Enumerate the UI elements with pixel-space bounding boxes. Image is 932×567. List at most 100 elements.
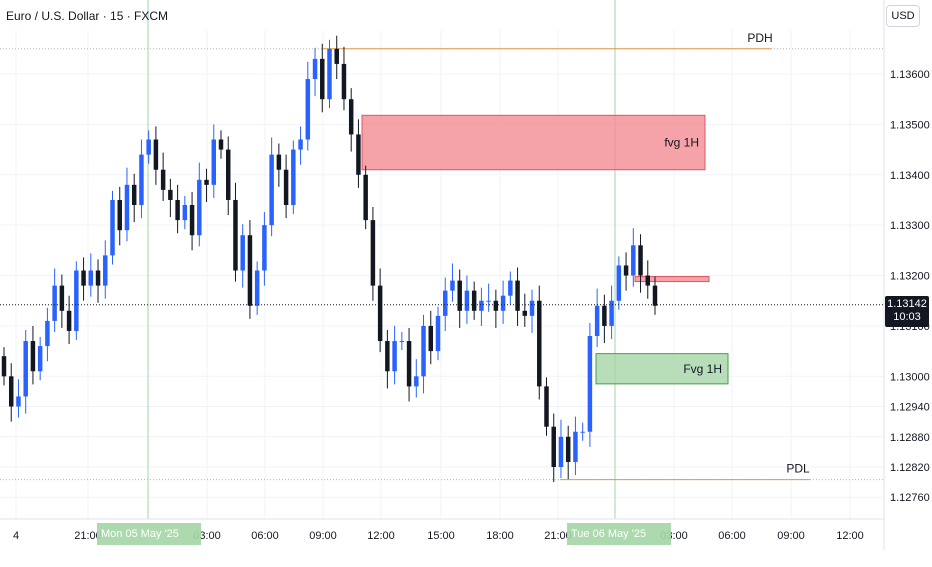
candle-body [442,290,448,316]
candle-body [631,245,636,276]
candle-body [428,325,434,352]
price-tick-label: 1.12940 [890,402,930,414]
fvg-zone-bearish[interactable] [634,276,710,283]
candle-body [385,341,390,372]
time-tick-label: 06:00 [718,530,746,542]
candle-body [587,336,593,432]
candle-body [486,300,491,302]
candle-body [522,310,528,316]
candle-body [276,154,282,170]
candle-body [45,320,50,347]
time-tick-label: 18:00 [486,530,514,542]
candle-body [508,280,513,296]
time-tick-label: 4 [13,530,19,542]
candles [1,35,658,483]
time-tick-label: 15:00 [427,530,455,542]
pdh-label: PDH [747,31,772,45]
candle-body [602,305,607,326]
time-tick-label: 06:00 [251,530,279,542]
symbol-title: Euro / U.S. Dollar · 15 · FXCM [6,9,169,23]
candle-body [471,290,477,311]
chart-grid [0,30,884,519]
candle-body [218,139,224,150]
candle-body [392,341,397,372]
price-tick-label: 1.12760 [890,492,930,504]
candle-body [117,199,122,231]
price-tick-label: 1.13600 [890,69,930,81]
candle-body [327,48,332,100]
candle-body [291,149,296,205]
candle-body [95,270,101,286]
candle-body [348,99,354,135]
candle-body [269,154,274,226]
candle-body [30,341,36,372]
candle-body [225,149,231,200]
candle-body [544,386,549,427]
candle-body [1,356,7,377]
currency-button[interactable]: USD [886,5,920,27]
candle-body [638,245,643,276]
price-tick-label: 1.12880 [890,432,930,444]
candle-body [493,300,499,311]
candlestick-chart[interactable]: PDH PDL fvg 1H Fvg 1H 1.13600 1.13500 1.1340… [0,0,932,550]
time-tick-label: 21:00 [544,530,572,542]
candle-body [52,285,57,321]
price-tick-label: 1.13200 [890,271,930,283]
candle-body [247,235,253,306]
fvg-zone-label: fvg 1H [664,136,699,150]
pdl-label: PDL [786,462,810,476]
candle-body [370,220,376,286]
candle-body [139,154,144,205]
candle-body [233,199,238,271]
candle-body [211,139,217,185]
candle-body [609,300,614,326]
price-axis[interactable]: 1.13600 1.13500 1.13400 1.13300 1.13200 1.131… [883,0,930,550]
candle-body [37,346,43,372]
date-badge-mon: Mon 05 May '25 00:00 [97,523,201,562]
candle-body [363,174,368,221]
candle-body [8,376,14,407]
candle-body [529,300,535,316]
candle-body [81,270,86,286]
candle-body [515,280,520,311]
time-tick-label: 09:00 [777,530,805,542]
candle-body [573,431,578,462]
candle-body [479,300,484,311]
fvg-zone-bearish[interactable] [361,114,706,171]
candle-body [182,205,188,221]
time-axis[interactable]: 4 21:00 03:00 06:00 09:00 12:00 15:00 18:00 21:0… [0,518,884,542]
candle-body [153,139,159,170]
date-badge-tue: Tue 06 May '25 00:00 [567,523,671,562]
candle-countdown: 10:03 [893,311,921,323]
candle-body [103,255,108,286]
candle-body [175,199,180,221]
candle-body [254,270,260,306]
candle-body [500,295,506,311]
time-tick-label: 12:00 [367,530,395,542]
candle-body [457,280,462,311]
fvg-zone-bullish[interactable] [595,353,729,385]
candle-body [204,179,209,185]
candle-body [565,436,571,462]
current-price-value: 1.13142 [887,298,927,310]
candle-body [399,341,405,343]
candle-body [435,315,441,352]
candle-body [334,48,339,64]
fvg-zone-label: Fvg 1H [683,362,722,376]
candle-body [189,205,195,236]
candle-body [283,169,289,205]
candle-body [23,341,28,397]
candle-body [16,396,21,407]
candle-body [377,285,383,342]
candle-body [66,310,72,331]
candle-body [74,270,79,331]
price-tick-label: 1.12820 [890,462,930,474]
candle-body [124,184,130,231]
candle-body [110,199,115,256]
candle-body [240,235,245,271]
candle-body [341,63,347,100]
candle-body [406,341,412,387]
session-separators [147,0,616,519]
candle-body [623,265,629,276]
candle-body [197,179,202,236]
